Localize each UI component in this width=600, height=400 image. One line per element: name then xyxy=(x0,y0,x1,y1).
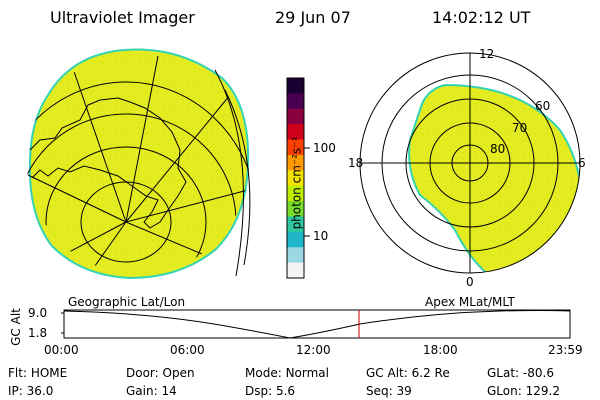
apex-polar-map xyxy=(359,52,581,274)
status-door: Door: Open xyxy=(126,366,195,380)
geographic-map xyxy=(27,48,251,280)
altitude-plot xyxy=(61,309,571,339)
colorbar-tick-10: 10 xyxy=(313,229,329,243)
colorbar-band xyxy=(287,93,304,110)
alt-x-tick-2359: 23:59 xyxy=(548,343,583,357)
left-map-label: Geographic Lat/Lon xyxy=(68,295,186,309)
left-auroral-image xyxy=(28,48,250,280)
colorbar-band xyxy=(287,231,304,248)
color-bar xyxy=(286,77,310,279)
mlat-label-80: 80 xyxy=(490,142,506,156)
colorbar-band xyxy=(287,170,304,187)
status-mode: Mode: Normal xyxy=(245,366,329,380)
status-dsp: Dsp: 5.6 xyxy=(245,384,296,398)
date-label: 29 Jun 07 xyxy=(275,8,351,27)
colorbar-band xyxy=(287,139,304,156)
colorbar-band xyxy=(287,247,304,264)
colorbar-band xyxy=(287,154,304,171)
status-glon: GLon: 129.2 xyxy=(487,384,560,398)
instrument-title: Ultraviolet Imager xyxy=(50,8,195,27)
colorbar-band xyxy=(287,216,304,233)
alt-x-tick-1200: 12:00 xyxy=(296,343,331,357)
mlt-label-12: 12 xyxy=(479,47,495,61)
mlt-label-6: 6 xyxy=(578,156,586,170)
right-map-label: Apex MLat/MLT xyxy=(425,295,515,309)
alt-y-label: GC Alt xyxy=(8,308,23,346)
mlat-label-60: 60 xyxy=(535,99,551,113)
status-gc-alt: GC Alt: 6.2 Re xyxy=(366,366,450,380)
mlt-label-18: 18 xyxy=(348,156,364,170)
colorbar-band xyxy=(287,262,304,279)
alt-y-tick-9: 9.0 xyxy=(28,306,48,320)
colorbar-unit-label: photon cm⁻²s⁻¹ xyxy=(289,136,304,230)
colorbar-band xyxy=(287,108,304,125)
mlt-label-0: 0 xyxy=(466,275,474,289)
status-glat: GLat: -80.6 xyxy=(487,366,554,380)
colorbar-band xyxy=(287,185,304,202)
time-label: 14:02:12 UT xyxy=(432,8,531,27)
status-flt: Flt: HOME xyxy=(8,366,68,380)
status-gain: Gain: 14 xyxy=(126,384,177,398)
status-ip: IP: 36.0 xyxy=(8,384,54,398)
colorbar-tick-100: 100 xyxy=(313,141,336,155)
alt-x-tick-0600: 06:00 xyxy=(170,343,205,357)
alt-x-tick-0000: 00:00 xyxy=(44,343,79,357)
mlat-label-70: 70 xyxy=(512,121,528,135)
colorbar-band xyxy=(287,124,304,141)
colorbar-band xyxy=(287,78,304,94)
alt-y-tick-1-8: 1.8 xyxy=(28,326,48,340)
status-seq: Seq: 39 xyxy=(366,384,412,398)
colorbar-band xyxy=(287,201,304,218)
alt-x-tick-1800: 18:00 xyxy=(423,343,458,357)
